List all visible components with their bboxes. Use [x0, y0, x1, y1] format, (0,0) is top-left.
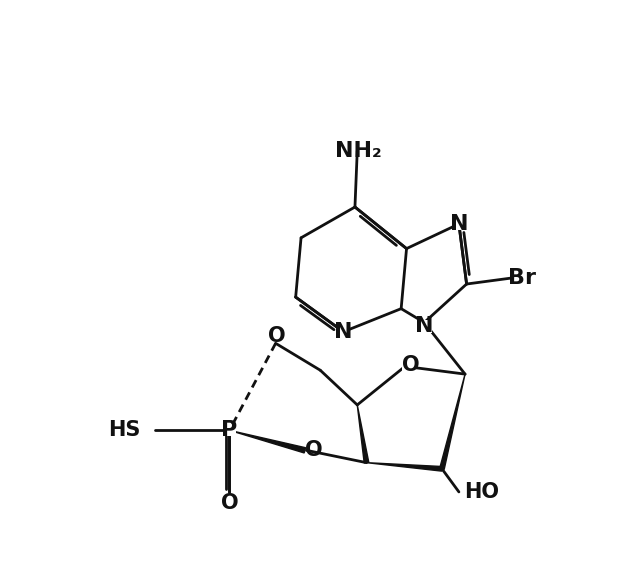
Text: O: O — [221, 493, 238, 514]
Text: NH₂: NH₂ — [335, 141, 382, 161]
FancyBboxPatch shape — [402, 359, 416, 371]
Text: Br: Br — [508, 268, 536, 288]
FancyBboxPatch shape — [452, 218, 466, 230]
FancyBboxPatch shape — [417, 320, 432, 332]
Text: HO: HO — [465, 482, 499, 502]
Polygon shape — [357, 405, 369, 463]
Text: N: N — [450, 214, 468, 234]
Text: O: O — [305, 440, 323, 461]
FancyBboxPatch shape — [270, 329, 284, 342]
Text: O: O — [268, 326, 286, 346]
Text: N: N — [415, 317, 433, 336]
Polygon shape — [230, 430, 305, 453]
FancyBboxPatch shape — [223, 424, 236, 437]
Text: N: N — [334, 322, 353, 342]
FancyBboxPatch shape — [337, 325, 350, 338]
Polygon shape — [367, 463, 442, 471]
Polygon shape — [440, 374, 465, 469]
Text: P: P — [221, 420, 237, 440]
Text: HS: HS — [109, 420, 141, 440]
Text: O: O — [403, 355, 420, 375]
